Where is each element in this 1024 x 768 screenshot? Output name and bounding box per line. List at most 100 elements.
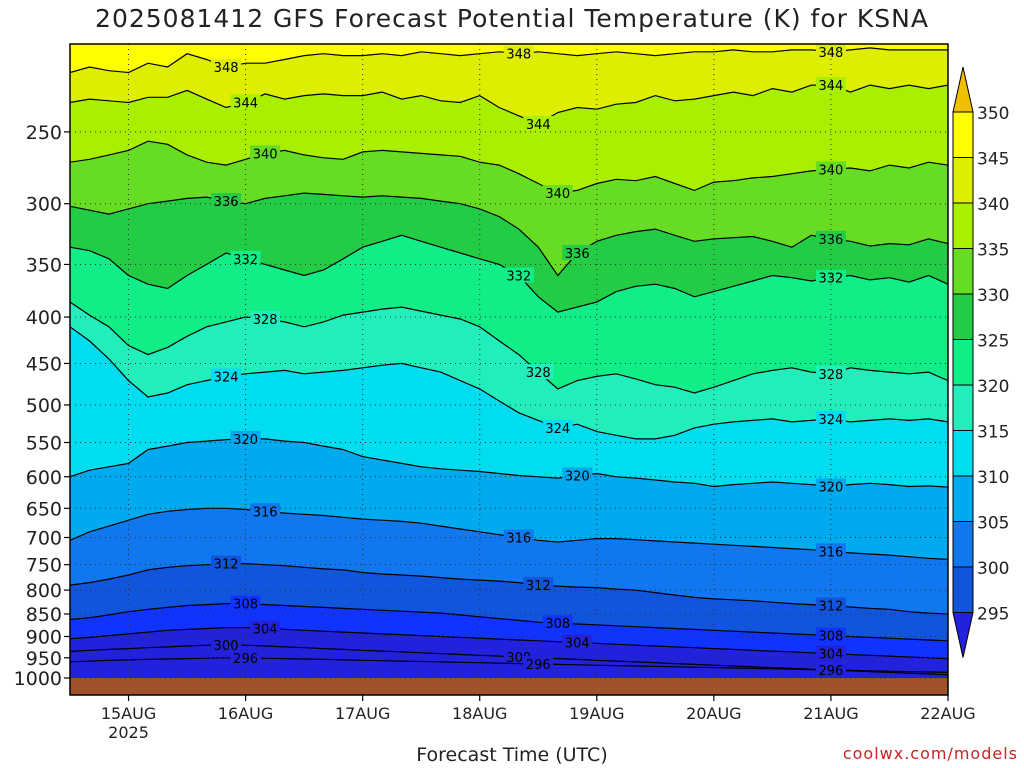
contour-label-bg xyxy=(211,193,242,209)
y-tick-label: 250 xyxy=(26,122,62,144)
colorbar-segment xyxy=(952,384,974,431)
contour-label-312: 312 xyxy=(214,558,239,573)
contour-label-316: 316 xyxy=(819,545,844,560)
contour-label-bg xyxy=(250,145,281,161)
colorbar: 350 345 340 335 330 325 320 315 310 305 300 295 xyxy=(952,66,1009,658)
contour-label-332: 332 xyxy=(506,270,531,285)
contour-label-296: 296 xyxy=(819,664,844,679)
y-tick-label: 900 xyxy=(26,626,62,648)
colorbar-segment xyxy=(952,521,974,568)
colorbar-label: 310 xyxy=(977,468,1009,488)
x-tick-label: 16AUG xyxy=(218,704,273,723)
colorbar-label: 335 xyxy=(977,241,1009,261)
contour-label-bg xyxy=(523,364,554,380)
contour-label-bg xyxy=(211,368,242,384)
contour-label-bg xyxy=(250,620,281,636)
contour-line-344 xyxy=(70,84,948,125)
x-tick-label: 18AUG xyxy=(452,704,507,723)
colorbar-label: 295 xyxy=(977,605,1009,625)
contour-label-bg xyxy=(815,230,846,246)
contour-label-320: 320 xyxy=(233,433,258,448)
y-tick-label: 450 xyxy=(26,353,62,375)
contour-label-bg xyxy=(250,311,281,327)
contour-label-348: 348 xyxy=(506,48,531,63)
contour-label-304: 304 xyxy=(253,623,278,638)
contour-label-312: 312 xyxy=(819,600,844,615)
contour-label-328: 328 xyxy=(526,366,551,381)
contour-label-bg xyxy=(503,529,534,545)
contour-label-340: 340 xyxy=(545,187,570,202)
y-tick-label: 550 xyxy=(26,432,62,454)
colorbar-segment xyxy=(952,111,974,158)
contour-label-344: 344 xyxy=(233,96,258,111)
colorbar-segment xyxy=(952,475,974,522)
contour-label-bg xyxy=(230,595,261,611)
y-tick-label: 950 xyxy=(26,648,62,670)
contour-label-344: 344 xyxy=(819,79,844,94)
contour-label-bg xyxy=(211,637,242,653)
contour-label-332: 332 xyxy=(233,253,258,268)
y-tick-label: 850 xyxy=(26,604,62,626)
colorbar-segment xyxy=(952,339,974,386)
y-tick-label: 650 xyxy=(26,498,62,520)
x-tick-label: 22AUG xyxy=(920,704,975,723)
contour-label-bg xyxy=(230,94,261,110)
contour-label-316: 316 xyxy=(253,505,278,520)
contour-label-320: 320 xyxy=(565,469,590,484)
contour-label-bg xyxy=(230,250,261,266)
contour-label-348: 348 xyxy=(214,61,239,76)
y-tick-label: 600 xyxy=(26,467,62,489)
contour-label-bg xyxy=(250,503,281,519)
contour-label-340: 340 xyxy=(253,147,278,162)
contour-label-bg xyxy=(523,577,554,593)
y-tick-label: 500 xyxy=(26,395,62,417)
contour-label-bg xyxy=(211,555,242,571)
contour-line-328 xyxy=(70,301,948,394)
contour-label-348: 348 xyxy=(819,46,844,61)
contour-label-bg xyxy=(542,185,573,201)
contour-label-312: 312 xyxy=(526,579,551,594)
contour-label-320: 320 xyxy=(819,480,844,495)
colorbar-segment xyxy=(952,430,974,477)
colorbar-label: 320 xyxy=(977,377,1009,397)
contour-label-bg xyxy=(815,410,846,426)
contour-label-308: 308 xyxy=(545,617,570,632)
contour-line-304 xyxy=(70,627,948,660)
y-tick-label: 350 xyxy=(26,254,62,276)
contour-label-324: 324 xyxy=(214,370,239,385)
contour-label-bg xyxy=(542,615,573,631)
colorbar-segment xyxy=(952,293,974,340)
contour-label-bg xyxy=(815,627,846,643)
contour-label-bg xyxy=(211,58,242,74)
colorbar-segment xyxy=(952,248,974,295)
colorbar-label: 350 xyxy=(977,104,1009,124)
contour-label-bg xyxy=(815,597,846,613)
contour-label-308: 308 xyxy=(233,598,258,613)
contour-label-336: 336 xyxy=(214,195,239,210)
colorbar-label: 345 xyxy=(977,150,1009,170)
plot-frame xyxy=(69,43,949,696)
colorbar-label: 305 xyxy=(977,514,1009,534)
contour-label-bg xyxy=(562,467,593,483)
x-tick-sublabel: 2025 xyxy=(108,723,149,742)
contour-label-bg xyxy=(542,419,573,435)
x-tick-label: 15AUG xyxy=(101,704,156,723)
contour-label-bg xyxy=(815,44,846,59)
credit-text: coolwx.com/models xyxy=(842,744,1018,763)
contour-label-308: 308 xyxy=(819,630,844,645)
colorbar-segment xyxy=(952,566,974,613)
contour-label-bg xyxy=(503,45,534,61)
contour-label-bg xyxy=(815,478,846,494)
colorbar-label: 300 xyxy=(977,559,1009,579)
y-tick-label: 400 xyxy=(26,307,62,329)
colorbar-label: 340 xyxy=(977,195,1009,215)
contour-label-bg xyxy=(815,543,846,559)
contour-label-bg xyxy=(815,161,846,177)
contour-label-bg xyxy=(503,267,534,283)
contour-label-bg xyxy=(523,655,554,671)
y-tick-label: 750 xyxy=(26,555,62,577)
x-axis-label: Forecast Time (UTC) xyxy=(416,744,608,766)
colorbar-label: 325 xyxy=(977,332,1009,352)
contour-label-328: 328 xyxy=(253,313,278,328)
